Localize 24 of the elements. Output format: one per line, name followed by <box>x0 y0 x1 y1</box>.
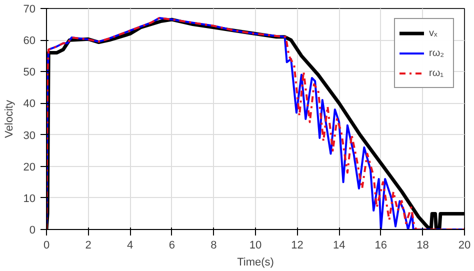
legend-label: vₓ <box>429 28 438 38</box>
y-axis-title: Velocity <box>3 100 16 138</box>
x-tick-label: 6 <box>168 240 175 252</box>
x-axis-title: Time(s) <box>237 256 274 268</box>
y-tick-label: 0 <box>29 224 36 236</box>
y-tick-label: 30 <box>23 130 36 142</box>
y-tick-label: 50 <box>23 66 36 79</box>
legend-label: rω₂ <box>429 48 446 58</box>
y-tick-label: 70 <box>23 4 36 16</box>
x-tick-label: 2 <box>85 240 92 252</box>
x-tick-label: 10 <box>249 240 262 252</box>
y-tick-label: 20 <box>23 161 36 174</box>
x-tick-label: 16 <box>374 240 388 252</box>
legend-label: rω₁ <box>429 68 445 78</box>
x-tick-label: 20 <box>458 240 471 252</box>
y-tick-label: 60 <box>23 35 36 48</box>
x-tick-label: 12 <box>291 240 304 252</box>
x-tick-label: 18 <box>416 240 429 252</box>
x-tick-label: 14 <box>332 240 346 252</box>
x-tick-label: 8 <box>210 240 217 252</box>
y-tick-label: 40 <box>23 98 36 110</box>
y-tick-label: 10 <box>23 192 36 205</box>
x-tick-label: 0 <box>43 240 50 252</box>
x-tick-label: 4 <box>127 240 134 252</box>
